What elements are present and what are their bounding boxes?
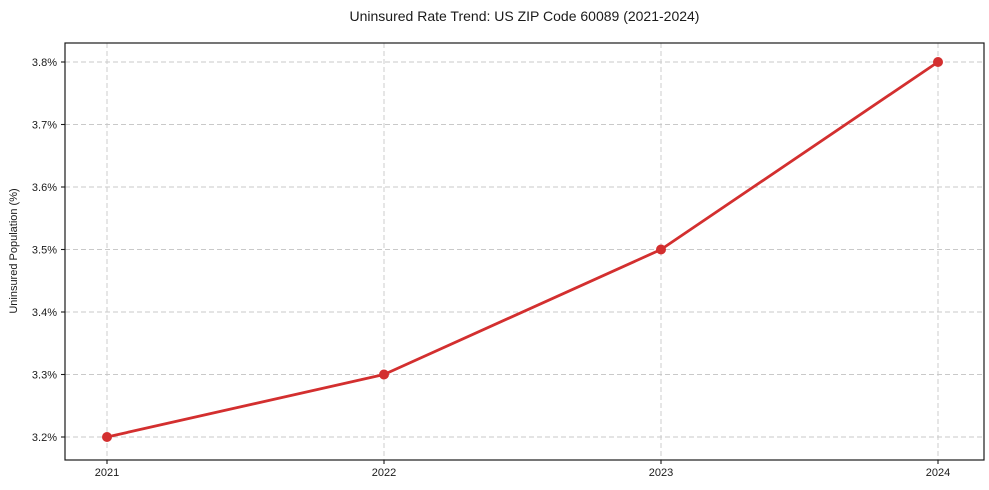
y-tick-label: 3.6% bbox=[32, 182, 57, 194]
y-tick-label: 3.5% bbox=[32, 245, 57, 257]
y-tick-label: 3.8% bbox=[32, 57, 57, 69]
data-point-marker bbox=[656, 244, 666, 255]
x-tick-label: 2024 bbox=[926, 467, 950, 479]
chart-title: Uninsured Rate Trend: US ZIP Code 60089 … bbox=[349, 8, 700, 24]
y-tick-label: 3.3% bbox=[32, 370, 57, 382]
trend-line bbox=[105, 60, 940, 439]
y-tick-label: 3.4% bbox=[32, 307, 57, 319]
data-point-marker bbox=[102, 432, 112, 442]
y-tick-label: 3.7% bbox=[32, 120, 57, 132]
plot-border bbox=[64, 42, 985, 461]
data-point-marker bbox=[933, 57, 943, 67]
y-tick-label: 3.2% bbox=[32, 432, 57, 444]
x-tick-label: 2023 bbox=[649, 467, 673, 479]
x-tick-label: 2022 bbox=[372, 467, 396, 479]
x-tick-label: 2021 bbox=[95, 467, 119, 479]
data-point-marker bbox=[379, 369, 389, 380]
